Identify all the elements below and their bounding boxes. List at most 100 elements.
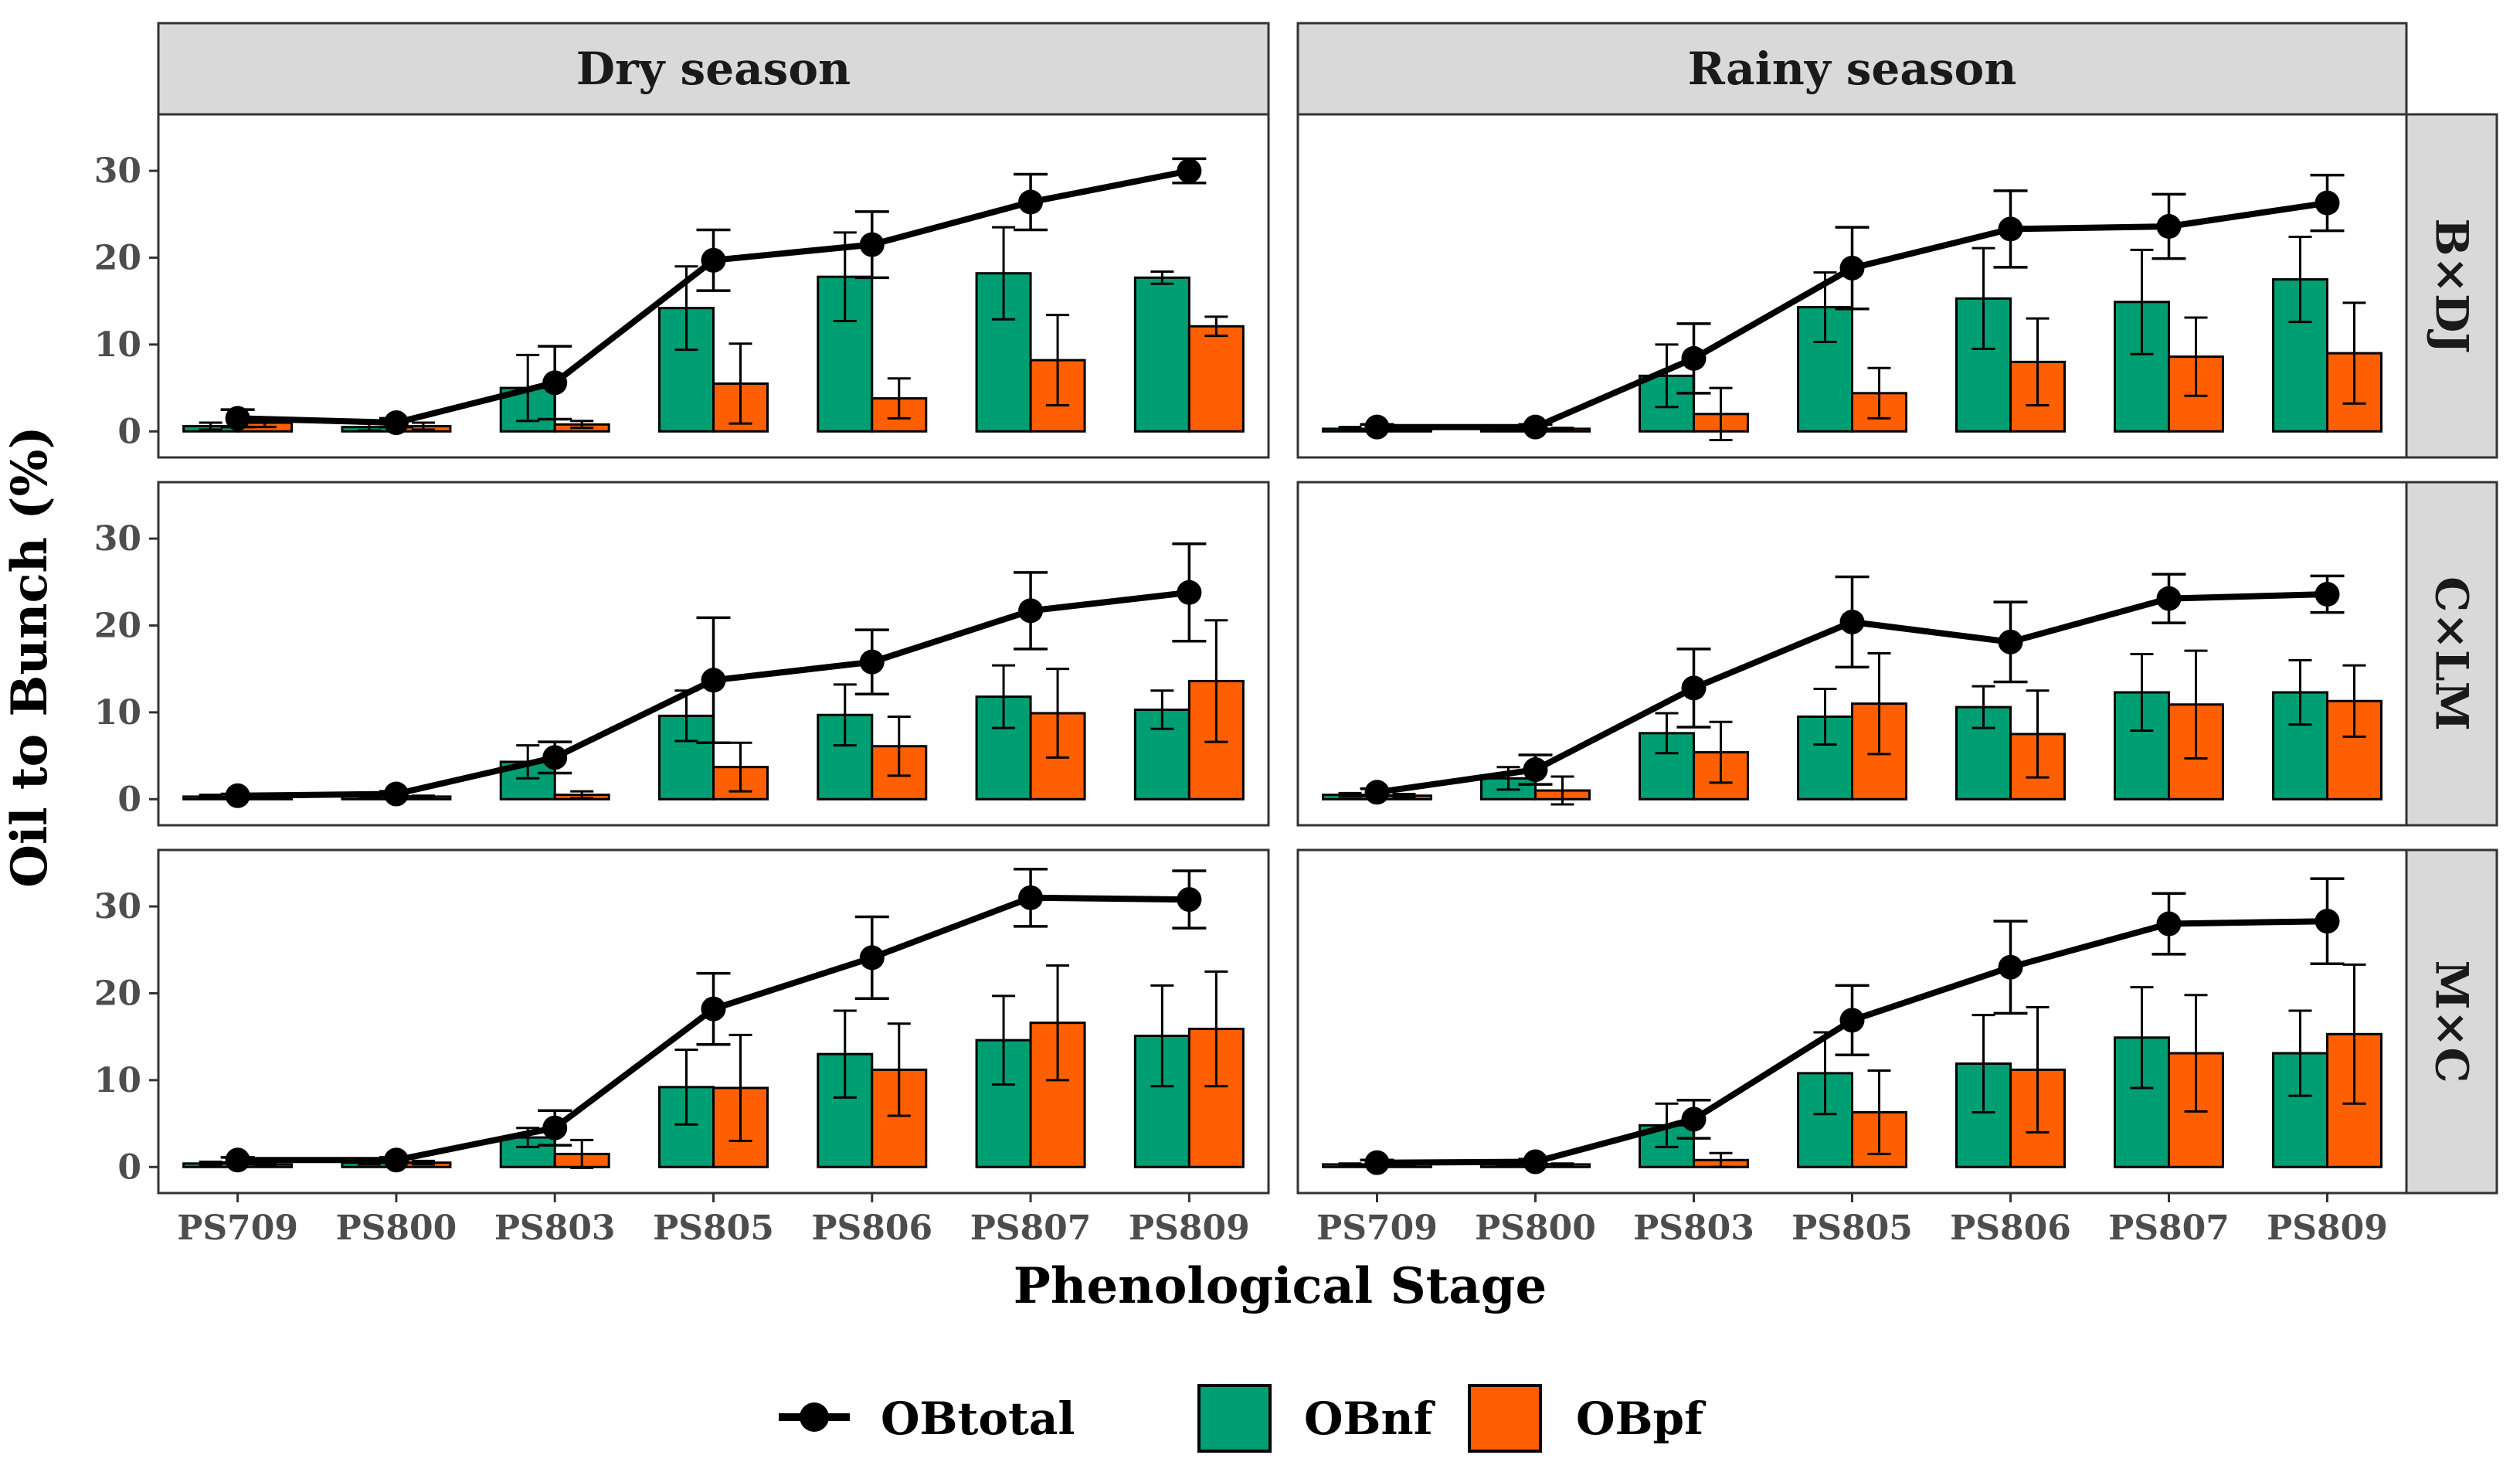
errorbar-obnf-ps806: [833, 683, 857, 747]
point-obtotal-ps803: [542, 745, 568, 770]
x-tick-label: PS709: [177, 1209, 298, 1248]
point-obtotal-ps806: [1998, 954, 2023, 980]
errorbar-obpf-ps809: [1204, 315, 1228, 338]
point-obtotal-ps807: [1018, 189, 1044, 215]
y-tick-label: 0: [117, 780, 141, 819]
errorbar-obpf-ps807: [1046, 668, 1070, 759]
errorbar-obnf-ps803: [1655, 712, 1679, 755]
panel-b-dj-rainy-season: [1296, 113, 2408, 459]
errorbar-obpf-ps800: [411, 421, 435, 431]
x-tick-label: PS803: [494, 1209, 616, 1248]
strip-label: Rainy season: [1688, 42, 2017, 95]
errorbar-obpf-ps806: [2026, 317, 2050, 407]
y-tick-label: 20: [94, 606, 141, 645]
strip-background: [2405, 113, 2498, 459]
point-obtotal-ps806: [1998, 216, 2023, 242]
errorbar-obnf-ps709: [199, 1161, 222, 1167]
point-obtotal-ps709: [225, 406, 250, 431]
point-obtotal-ps807: [1018, 598, 1044, 624]
errorbar-obnf-ps806: [1972, 246, 1995, 350]
point-obtotal-ps806: [859, 232, 885, 257]
point-obtotal-ps806: [1998, 629, 2023, 654]
errorbar-obnf-ps806: [1972, 1014, 1995, 1113]
errorbar-obnf-ps805: [674, 1049, 698, 1126]
legend-item-obnf: OBnf: [1197, 1384, 1436, 1453]
legend-obpf-swatch: [1468, 1384, 1542, 1453]
point-obtotal-ps805: [701, 996, 726, 1022]
errorbar-obnf-ps806: [1972, 685, 1995, 729]
errorbar-obpf-ps807: [1046, 314, 1070, 407]
panel-b-dj-dry-season: [157, 113, 1270, 459]
point-obtotal-ps800: [383, 781, 409, 807]
strip-b-dj: B×DJ: [2405, 113, 2498, 459]
strip-m-c: M×C: [2405, 848, 2498, 1195]
errorbar-obnf-ps803: [1655, 343, 1679, 409]
point-obtotal-ps709: [225, 783, 250, 808]
errorbar-obnf-ps709: [199, 794, 222, 800]
panel-c-lm-dry-season: [157, 481, 1270, 827]
strip-background: [157, 22, 1270, 116]
errorbar-obpf-ps800: [411, 1159, 435, 1166]
errorbar-obpf-ps709: [1392, 793, 1416, 799]
panel-border: [157, 481, 1270, 827]
point-obtotal-ps803: [1681, 675, 1707, 701]
errorbar-obnf-ps809: [2288, 658, 2312, 726]
point-obtotal-ps800: [383, 410, 409, 436]
point-obtotal-ps803: [542, 1115, 568, 1141]
errorbar-obnf-ps807: [992, 994, 1016, 1086]
strip-label: Dry season: [576, 42, 851, 95]
legend-obnf-swatch: [1197, 1384, 1272, 1453]
y-tick-label: 30: [94, 887, 141, 926]
errorbar-obnf-ps809: [1150, 270, 1174, 285]
point-obtotal-ps805: [1839, 609, 1865, 634]
panel-m-c-rainy-season: [1296, 848, 2408, 1195]
point-obtotal-ps800: [1523, 414, 1548, 440]
errorbar-obnf-ps805: [1813, 688, 1837, 746]
strip-background: [2405, 848, 2498, 1195]
strip-label: M×C: [2426, 960, 2478, 1083]
point-obtotal-ps809: [2315, 909, 2340, 934]
errorbar-obpf-ps809: [2342, 664, 2366, 738]
y-tick-label: 30: [94, 151, 141, 191]
errorbar-obpf-ps809: [1204, 970, 1228, 1088]
errorbar-obnf-ps809: [1150, 984, 1174, 1088]
point-obtotal-ps709: [1364, 1150, 1390, 1175]
errorbar-obpf-ps709: [253, 1162, 277, 1167]
errorbar-obnf-ps809: [2288, 235, 2312, 324]
point-obtotal-ps805: [701, 247, 726, 273]
bar-obpf-ps809: [1187, 325, 1245, 433]
errorbar-obnf-ps709: [1338, 1162, 1362, 1167]
y-tick-label: 0: [117, 412, 141, 451]
errorbar-obpf-ps807: [2184, 994, 2208, 1113]
errorbar-obpf-ps805: [728, 342, 752, 425]
point-obtotal-ps807: [2156, 911, 2182, 937]
point-obtotal-ps809: [1177, 158, 1202, 184]
errorbar-obpf-ps809: [2342, 963, 2366, 1105]
errorbar-obnf-ps709: [199, 421, 222, 431]
errorbar-obpf-ps805: [1867, 651, 1891, 756]
errorbar-obpf-ps805: [1867, 1069, 1891, 1155]
errorbar-obpf-ps806: [887, 377, 911, 420]
strip-c-lm: C×LM: [2405, 481, 2498, 827]
errorbar-obpf-ps803: [1709, 720, 1733, 784]
point-obtotal-ps809: [2315, 190, 2340, 216]
point-obtotal-ps709: [1364, 414, 1390, 440]
legend-obtotal-point: [800, 1402, 829, 1432]
y-tick-label: 10: [94, 325, 141, 365]
errorbar-obpf-ps807: [1046, 964, 1070, 1082]
strip-label: C×LM: [2426, 576, 2478, 731]
legend: OBtotal OBnf OBpf: [779, 1384, 1707, 1453]
x-tick-label: PS809: [1129, 1209, 1250, 1248]
x-tick-label: PS800: [1475, 1209, 1596, 1248]
point-obtotal-ps809: [1177, 887, 1202, 913]
axes-layer: 0 10 20 30 0 10 20 30 0 10 20 30 PS709 PS800 PS803 PS80…: [94, 151, 2388, 1248]
point-obtotal-ps806: [859, 945, 885, 971]
errorbar-obpf-ps806: [2026, 689, 2050, 779]
errorbar-obpf-ps800: [1550, 1162, 1574, 1167]
point-obtotal-ps805: [1839, 255, 1865, 280]
y-tick-label: 30: [94, 519, 141, 559]
panel-m-c-dry-season: [157, 848, 1270, 1195]
strip-rainy-season: Rainy season: [1296, 22, 2408, 116]
legend-item-obtotal: OBtotal: [779, 1392, 1075, 1445]
